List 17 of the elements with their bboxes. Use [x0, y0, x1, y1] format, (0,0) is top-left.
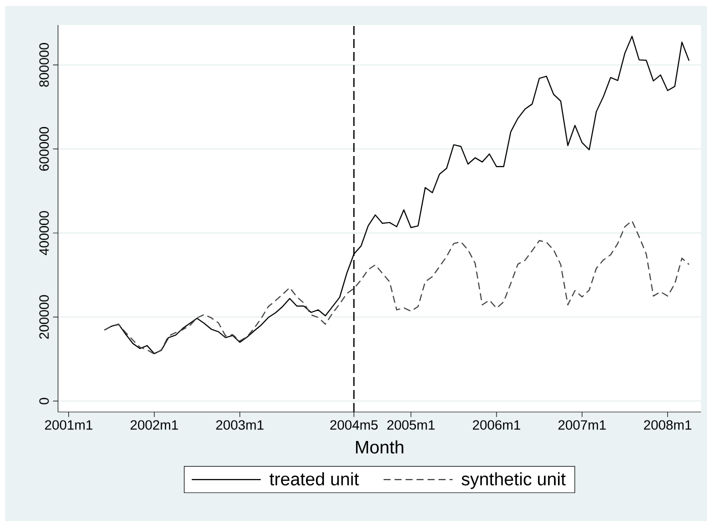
x-tick-label: 2006m1	[472, 420, 520, 430]
y-tick-label: 0	[39, 398, 49, 404]
x-axis-title: Month	[356, 440, 404, 454]
y-tick-label: 400000	[39, 211, 49, 256]
y-tick-label: 200000	[39, 295, 49, 339]
y-tick-label: 600000	[39, 127, 49, 171]
line-series	[104, 220, 690, 355]
x-tick-label: 2007m1	[558, 420, 606, 430]
x-tick-label: 2003m1	[216, 420, 264, 430]
x-tick-label: 2002m1	[130, 420, 178, 430]
legend-label: treated unit	[270, 472, 359, 486]
legend-label: synthetic unit	[462, 472, 566, 489]
x-tick-label: 2001m1	[45, 420, 92, 430]
x-tick-label: 2008m1	[644, 420, 692, 430]
x-tick-label: 2005m1	[387, 420, 435, 430]
x-tick-label: 2004m5	[330, 420, 378, 430]
y-tick-label: 800000	[39, 43, 49, 87]
